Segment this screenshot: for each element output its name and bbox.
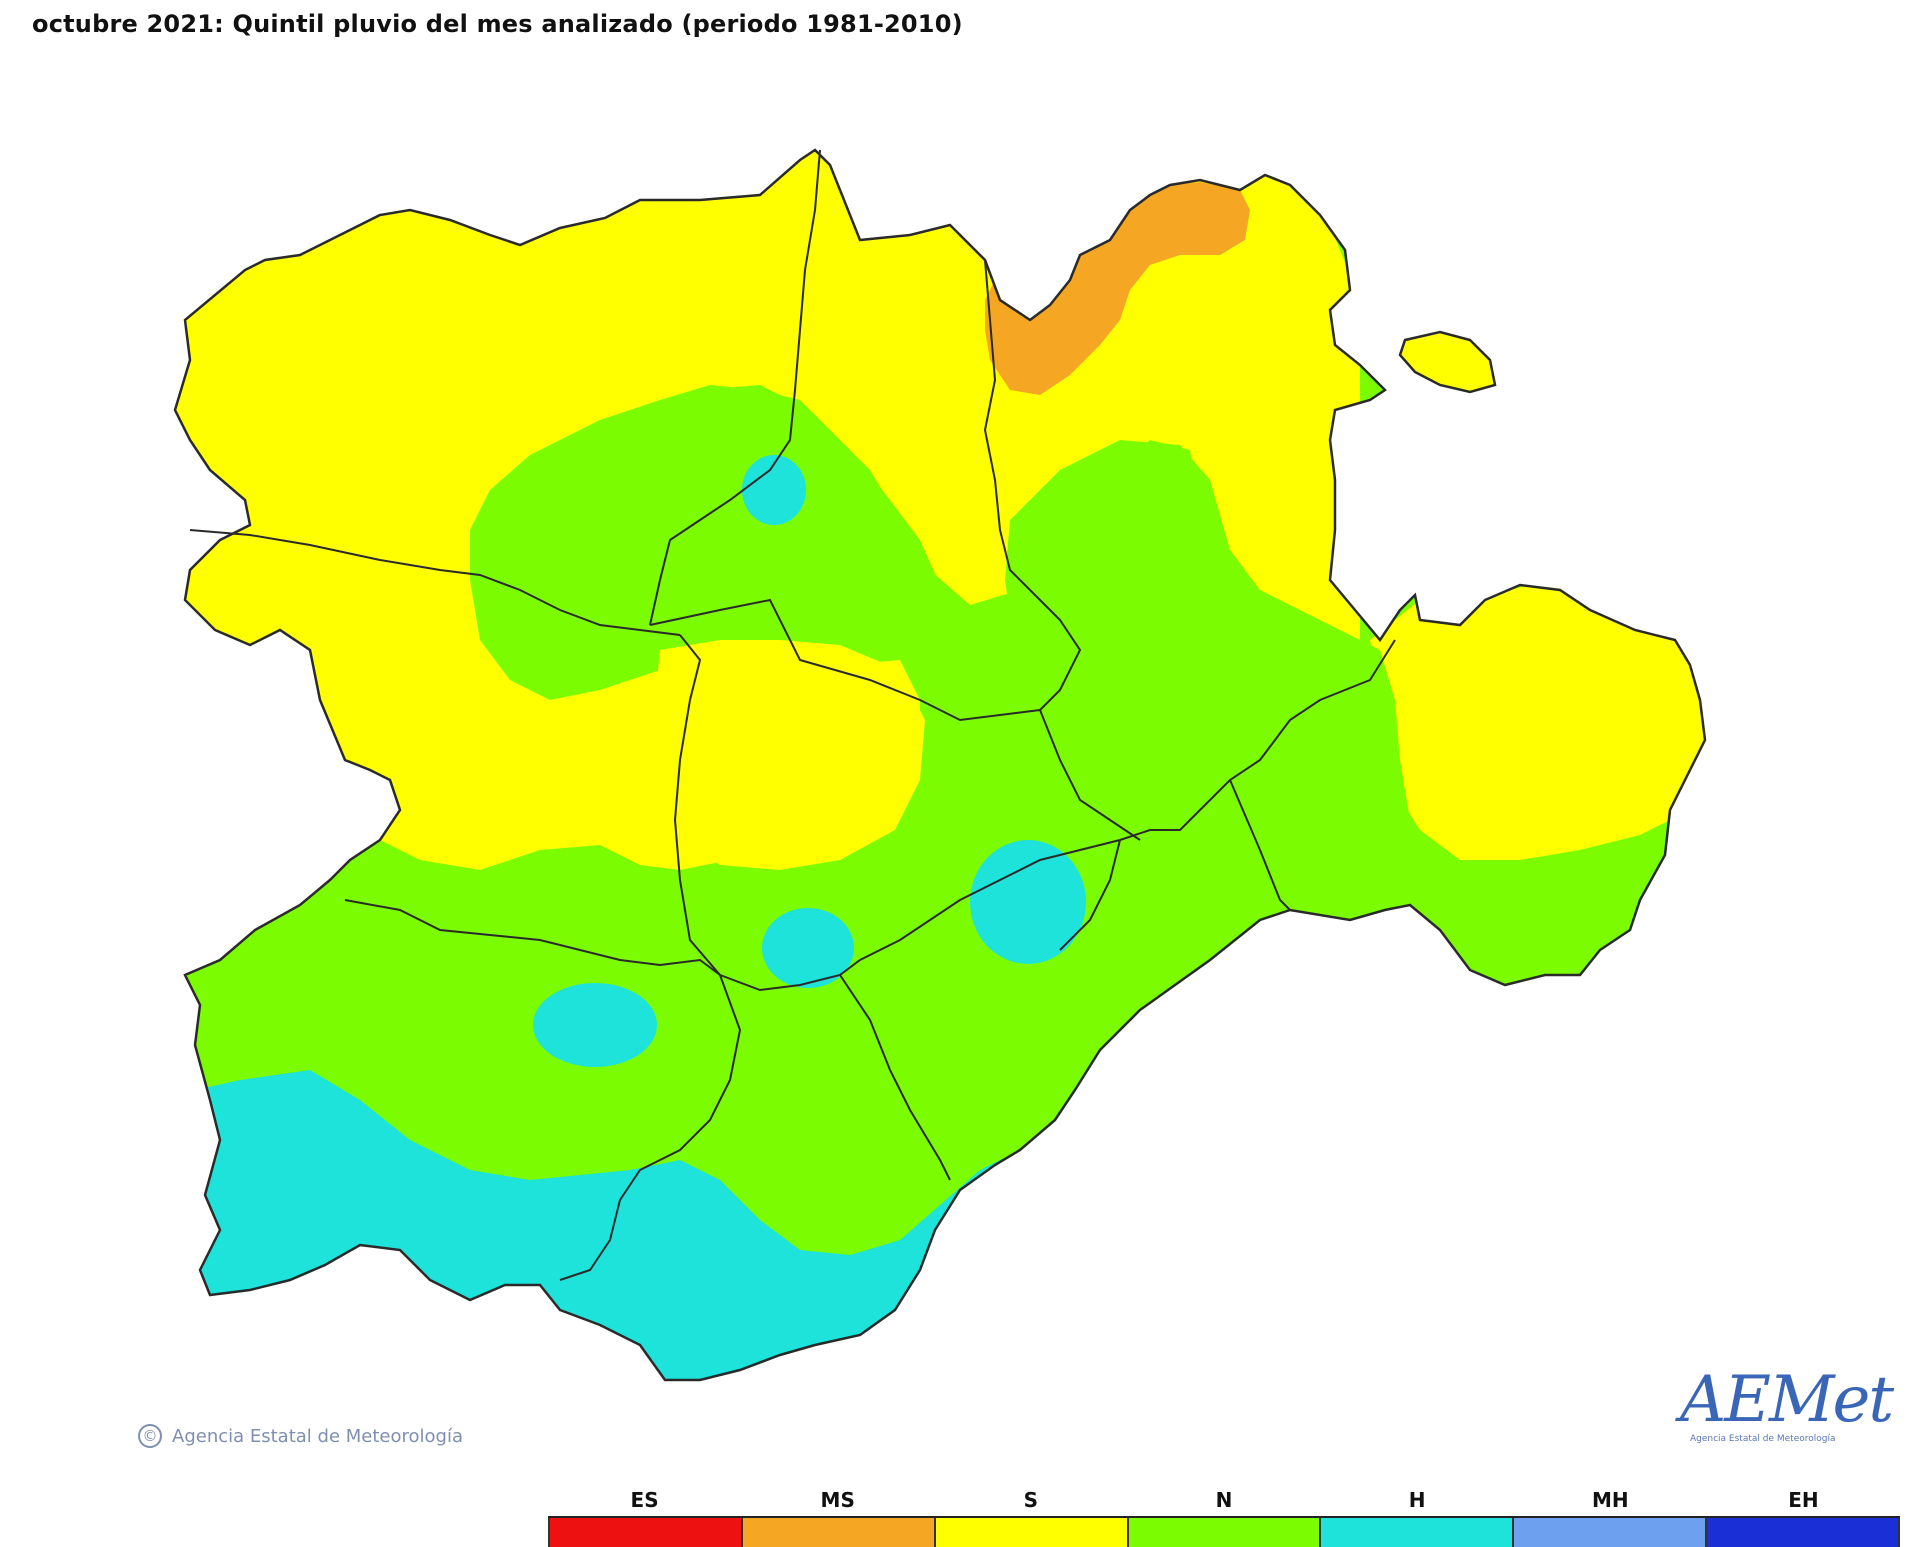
copyright-note: © Agencia Estatal de Meteorología [138,1424,463,1448]
legend-label-n: N [1215,1488,1233,1512]
aemet-logo: AEMet Agencia Estatal de Meteorología [1680,1363,1894,1448]
legend-bar [548,1516,1901,1547]
logo-mark: AEMet [1680,1363,1894,1437]
legend-swatch-n [1128,1518,1322,1547]
legend-swatch-h [1321,1518,1515,1547]
legend-label-es: ES [630,1488,659,1512]
quintile-legend: ES MS S N H MH EH [548,1484,1901,1547]
legend-label-s: S [1023,1488,1039,1512]
legend-swatch-mh [1514,1518,1708,1547]
legend-label-eh: EH [1788,1488,1819,1512]
legend-labels: ES MS S N H MH EH [548,1484,1900,1516]
map-title: octubre 2021: Quintil pluvio del mes ana… [32,10,963,38]
legend-swatch-eh [1707,1518,1901,1547]
legend-label-ms: MS [820,1488,855,1512]
exclave-outline [1398,330,1497,394]
copyright-icon: © [138,1424,162,1448]
legend-label-h: H [1408,1488,1426,1512]
province-borders [189,149,1396,1281]
legend-swatch-es [548,1518,743,1547]
legend-swatch-s [935,1518,1129,1547]
logo-subtitle: Agencia Estatal de Meteorología [1690,1434,1836,1444]
legend-swatch-ms [742,1518,936,1547]
copyright-text: Agencia Estatal de Meteorología [172,1425,463,1447]
legend-label-mh: MH [1591,1488,1629,1512]
